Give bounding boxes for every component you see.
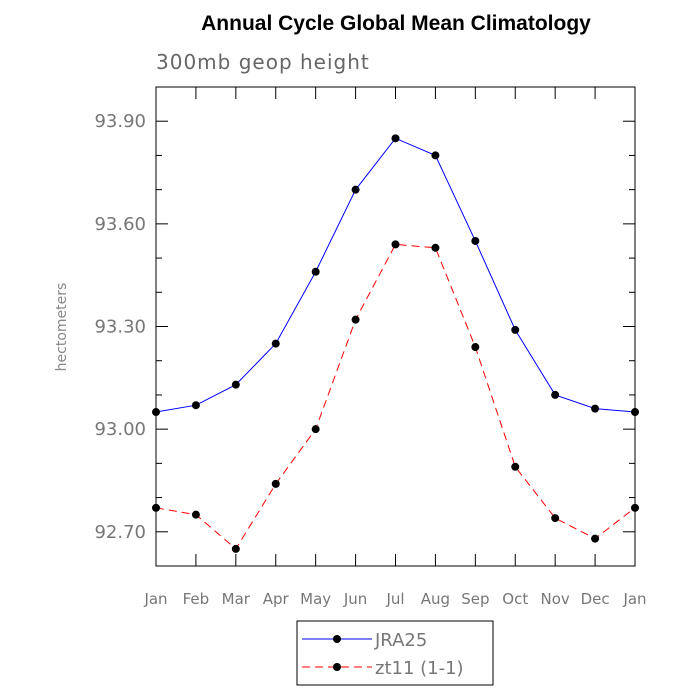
chart-title: Annual Cycle Global Mean Climatology xyxy=(201,12,591,35)
data-point xyxy=(631,503,639,512)
x-tick-label: Aug xyxy=(421,590,450,608)
series-line-0 xyxy=(155,137,636,413)
data-point xyxy=(631,408,639,417)
axis-ticks: 93.90 93.60 93.30 93.00 92.70 Jan Feb Mar Apr May… xyxy=(94,86,647,608)
data-point xyxy=(191,510,200,519)
y-axis-label: hectometers xyxy=(54,283,70,372)
data-point xyxy=(231,544,240,553)
data-point xyxy=(471,343,480,352)
plot-frame xyxy=(155,86,636,567)
legend-label-1: zt11 (1-1) xyxy=(375,658,464,679)
x-tick-label: Sep xyxy=(461,590,489,608)
data-point xyxy=(311,267,320,276)
data-point xyxy=(351,315,360,324)
x-tick-label: Feb xyxy=(183,590,210,608)
y-tick-label: 93.90 xyxy=(94,111,146,132)
legend-label-0: JRA25 xyxy=(374,630,427,651)
legend-marker-1 xyxy=(333,663,341,671)
y-tick-label: 92.70 xyxy=(94,522,146,543)
y-tick-label: 93.60 xyxy=(94,214,146,235)
legend: JRA25 zt11 (1-1) xyxy=(296,620,494,686)
data-point xyxy=(391,134,400,143)
data-point xyxy=(551,390,560,399)
data-point xyxy=(271,339,280,348)
data-point xyxy=(391,240,400,249)
data-point xyxy=(431,243,440,252)
data-point xyxy=(591,404,600,413)
data-point xyxy=(431,151,440,160)
data-point xyxy=(511,325,520,334)
data-point xyxy=(551,514,560,523)
data-point xyxy=(511,462,520,471)
x-tick-label: Oct xyxy=(502,590,528,608)
legend-marker-0 xyxy=(333,635,341,643)
x-tick-label: Jul xyxy=(385,590,404,608)
y-tick-label: 93.30 xyxy=(94,317,146,338)
x-tick-label: Dec xyxy=(581,590,610,608)
x-tick-label: Jan xyxy=(622,590,646,608)
data-point xyxy=(591,534,600,543)
x-tick-label: May xyxy=(300,590,331,608)
data-point xyxy=(152,503,160,512)
x-tick-label: Jun xyxy=(343,590,367,608)
series-line-1 xyxy=(155,243,636,550)
x-tick-label: Nov xyxy=(541,590,570,608)
y-tick-label: 93.00 xyxy=(94,419,146,440)
data-point xyxy=(311,425,320,434)
x-tick-label: Mar xyxy=(222,590,251,608)
data-point xyxy=(152,408,160,417)
data-point xyxy=(271,479,280,488)
data-point xyxy=(191,401,200,410)
chart-subtitle: 300mb geop height xyxy=(156,50,370,74)
data-point xyxy=(231,380,240,389)
data-point xyxy=(351,185,360,194)
series-layer xyxy=(152,134,639,553)
x-tick-label: Jan xyxy=(143,590,167,608)
data-point xyxy=(471,236,480,245)
legend-box xyxy=(296,620,494,686)
x-tick-label: Apr xyxy=(263,590,290,608)
